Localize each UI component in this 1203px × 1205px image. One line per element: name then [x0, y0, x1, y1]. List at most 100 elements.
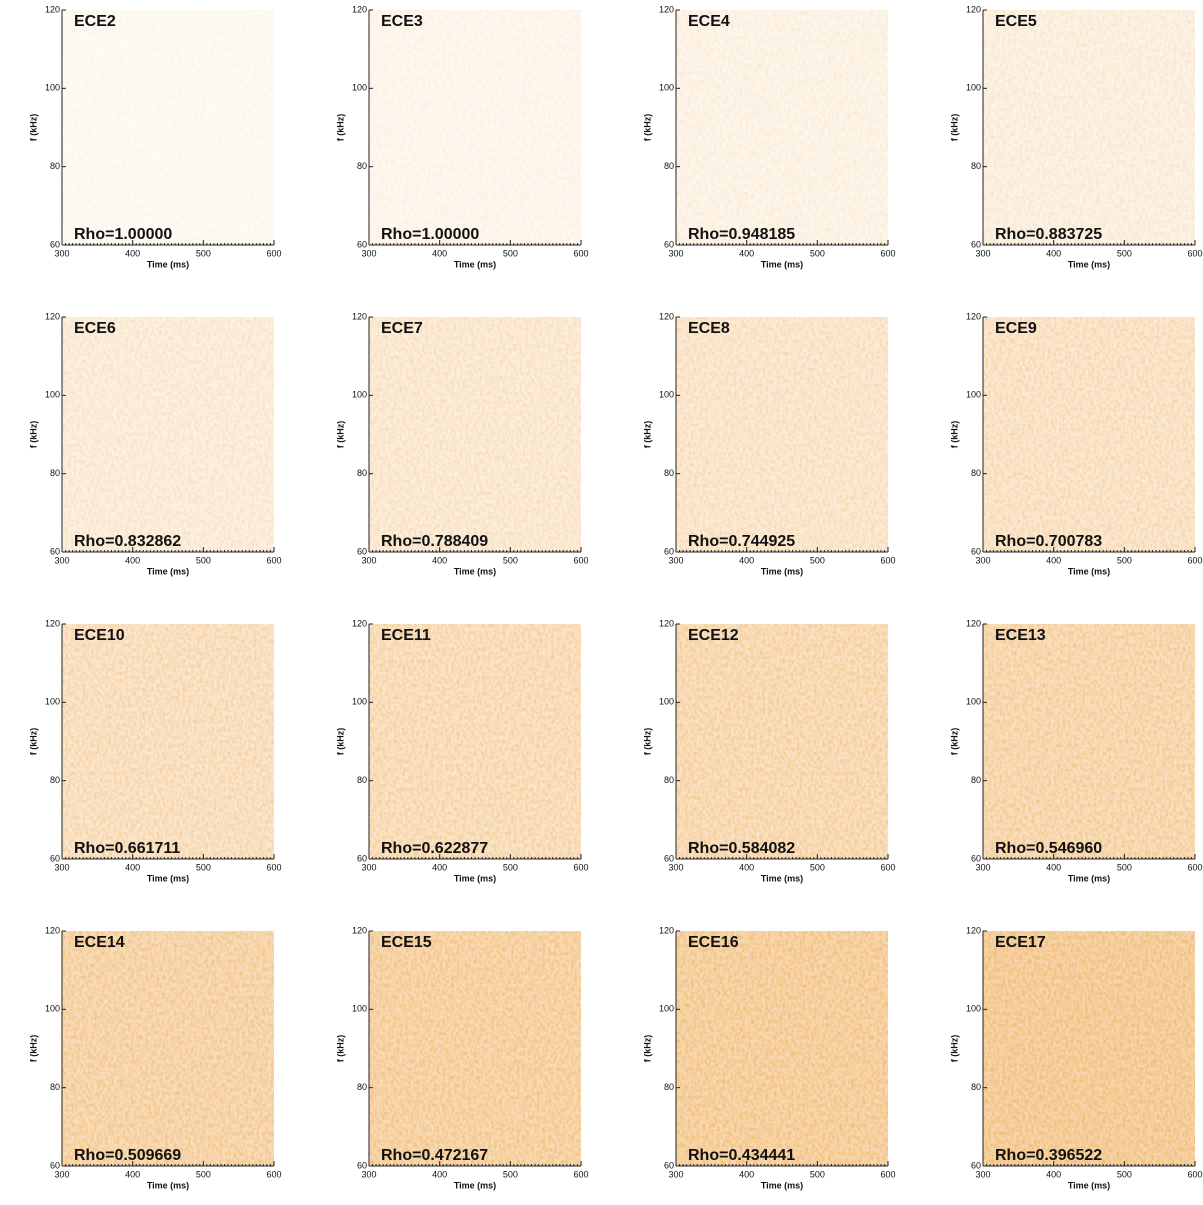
- y-tick-label: 80: [50, 775, 60, 785]
- y-tick-label: 120: [659, 4, 674, 14]
- chart-title: ECE10: [74, 627, 125, 644]
- rho-annotation: Rho=0.661711: [74, 840, 180, 857]
- spectrogram-texture: [676, 10, 888, 245]
- x-tick-label: 300: [668, 555, 683, 565]
- x-tick-label: 500: [196, 555, 211, 565]
- x-tick-label: 300: [975, 555, 990, 565]
- y-tick-label: 80: [664, 775, 674, 785]
- rho-annotation: Rho=0.700783: [995, 533, 1102, 550]
- y-tick-label: 80: [357, 468, 367, 478]
- x-axis-label: Time (ms): [454, 259, 496, 269]
- x-axis-label: Time (ms): [454, 1180, 496, 1190]
- y-tick-label: 100: [659, 83, 674, 93]
- x-tick-label: 300: [54, 248, 69, 258]
- spectrogram-texture: [62, 10, 274, 245]
- rho-annotation: Rho=0.434441: [688, 1147, 795, 1164]
- y-tick-label: 100: [352, 1004, 367, 1014]
- panel: 60 80 100 120 300 400 500 600 Time (ms) f (kHz) EC…: [642, 311, 895, 576]
- x-tick-label: 500: [810, 248, 825, 258]
- y-tick-label: 100: [45, 697, 60, 707]
- x-tick-label: 400: [1046, 862, 1061, 872]
- y-tick-label: 80: [664, 468, 674, 478]
- x-axis-label: Time (ms): [1068, 873, 1110, 883]
- chart-title: ECE3: [381, 13, 423, 30]
- y-tick-label: 120: [966, 618, 981, 628]
- panel: 60 80 100 120 300 400 500 600 Time (ms) f (kHz) EC…: [949, 4, 1202, 269]
- x-tick-label: 600: [1187, 555, 1202, 565]
- y-tick-label: 60: [971, 853, 981, 863]
- y-tick-label: 80: [664, 1082, 674, 1092]
- panel: 60 80 100 120 300 400 500 600 Time (ms) f (kHz) EC…: [642, 4, 895, 269]
- x-tick-label: 500: [1117, 1169, 1132, 1179]
- y-tick-label: 60: [357, 1160, 367, 1170]
- rho-annotation: Rho=0.948185: [688, 226, 795, 243]
- chart-title: ECE17: [995, 934, 1046, 951]
- x-tick-label: 300: [361, 1169, 376, 1179]
- y-tick-label: 120: [966, 4, 981, 14]
- x-tick-label: 300: [975, 1169, 990, 1179]
- spectrogram-texture: [369, 10, 581, 245]
- y-tick-label: 80: [357, 1082, 367, 1092]
- x-tick-label: 600: [1187, 248, 1202, 258]
- y-tick-label: 60: [664, 239, 674, 249]
- y-axis-label: f (kHz): [949, 728, 959, 756]
- y-axis-label: f (kHz): [28, 1035, 38, 1063]
- x-axis-label: Time (ms): [147, 259, 189, 269]
- y-tick-label: 60: [971, 1160, 981, 1170]
- rho-annotation: Rho=0.584082: [688, 840, 795, 857]
- rho-annotation: Rho=0.788409: [381, 533, 488, 550]
- spectrogram-texture: [62, 931, 274, 1166]
- x-tick-label: 300: [54, 1169, 69, 1179]
- y-tick-label: 80: [971, 161, 981, 171]
- x-axis-label: Time (ms): [147, 566, 189, 576]
- y-axis-label: f (kHz): [949, 1035, 959, 1063]
- spectrogram-texture: [676, 317, 888, 552]
- y-axis-label: f (kHz): [335, 421, 345, 449]
- y-tick-label: 100: [966, 697, 981, 707]
- chart-title: ECE16: [688, 934, 739, 951]
- x-tick-label: 400: [1046, 248, 1061, 258]
- x-tick-label: 400: [432, 862, 447, 872]
- y-tick-label: 60: [664, 853, 674, 863]
- x-tick-label: 300: [668, 862, 683, 872]
- x-axis-label: Time (ms): [761, 1180, 803, 1190]
- y-tick-label: 60: [357, 239, 367, 249]
- y-tick-label: 60: [50, 239, 60, 249]
- rho-annotation: Rho=0.622877: [381, 840, 488, 857]
- y-tick-label: 100: [45, 390, 60, 400]
- y-axis-label: f (kHz): [642, 1035, 652, 1063]
- rho-annotation: Rho=0.744925: [688, 533, 795, 550]
- x-axis-label: Time (ms): [761, 259, 803, 269]
- chart-title: ECE7: [381, 320, 423, 337]
- x-tick-label: 300: [975, 862, 990, 872]
- x-tick-label: 600: [880, 1169, 895, 1179]
- rho-annotation: Rho=1.00000: [74, 226, 172, 243]
- x-tick-label: 400: [739, 862, 754, 872]
- x-tick-label: 400: [125, 555, 140, 565]
- x-tick-label: 500: [810, 1169, 825, 1179]
- x-axis-label: Time (ms): [1068, 566, 1110, 576]
- x-tick-label: 400: [1046, 1169, 1061, 1179]
- y-tick-label: 120: [45, 925, 60, 935]
- x-axis-label: Time (ms): [1068, 259, 1110, 269]
- y-tick-label: 120: [966, 925, 981, 935]
- x-tick-label: 400: [739, 555, 754, 565]
- rho-annotation: Rho=0.546960: [995, 840, 1102, 857]
- y-axis-label: f (kHz): [28, 728, 38, 756]
- chart-title: ECE13: [995, 627, 1046, 644]
- y-tick-label: 120: [352, 4, 367, 14]
- x-axis-label: Time (ms): [147, 1180, 189, 1190]
- x-tick-label: 500: [196, 862, 211, 872]
- x-tick-label: 600: [880, 862, 895, 872]
- x-tick-label: 300: [54, 862, 69, 872]
- chart-title: ECE12: [688, 627, 739, 644]
- x-tick-label: 600: [266, 862, 281, 872]
- x-tick-label: 300: [668, 248, 683, 258]
- y-axis-label: f (kHz): [335, 114, 345, 142]
- x-axis-label: Time (ms): [761, 566, 803, 576]
- y-tick-label: 60: [664, 546, 674, 556]
- x-tick-label: 500: [810, 555, 825, 565]
- chart-title: ECE15: [381, 934, 432, 951]
- y-tick-label: 80: [357, 161, 367, 171]
- x-tick-label: 600: [266, 555, 281, 565]
